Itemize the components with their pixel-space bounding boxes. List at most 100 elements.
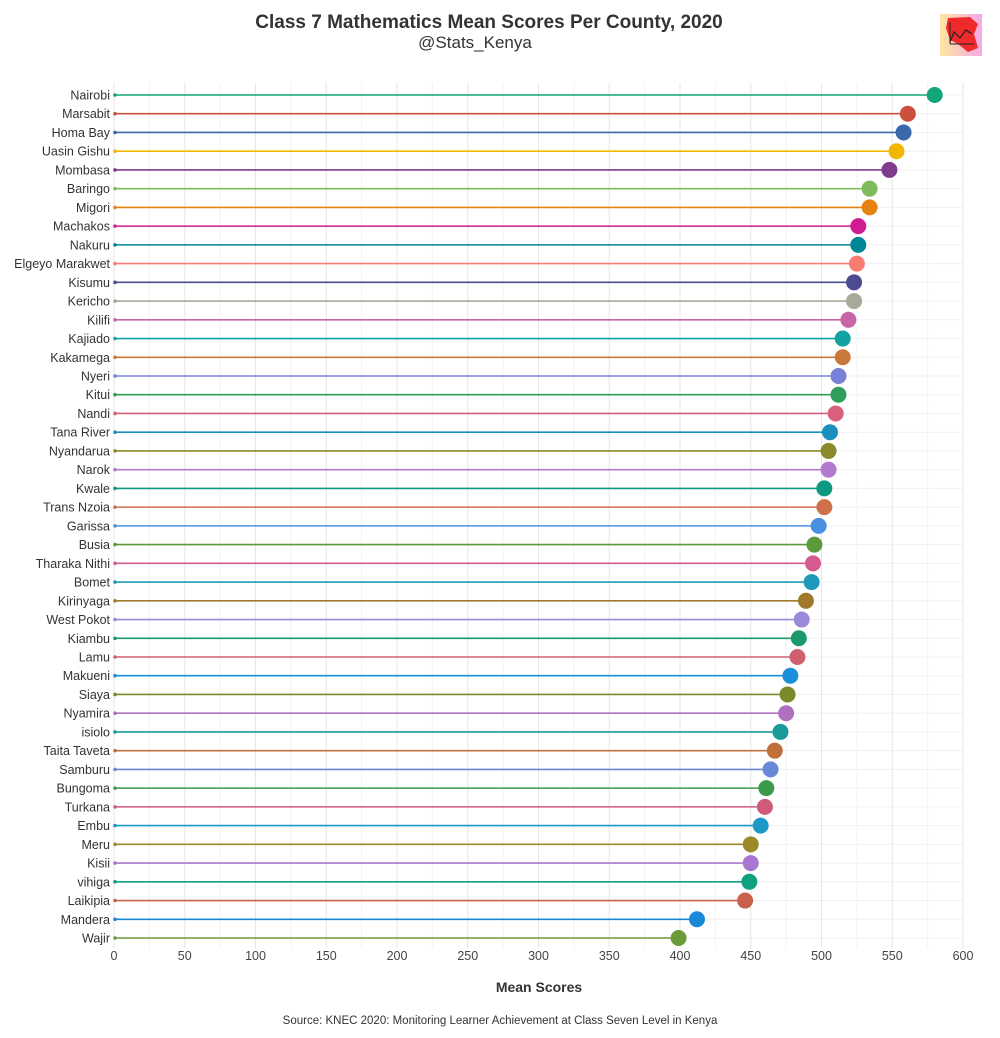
- lollipop-point: [846, 274, 863, 291]
- lollipop-base: [113, 580, 117, 584]
- x-tick-label: 300: [528, 949, 549, 963]
- lollipop-point: [782, 667, 799, 684]
- y-tick-label: Uasin Gishu: [42, 145, 110, 159]
- lollipop-base: [113, 111, 117, 116]
- lollipop-point: [797, 592, 814, 609]
- y-tick-label: Tana River: [50, 426, 110, 440]
- lollipop-point: [737, 892, 754, 909]
- lollipop-point: [926, 87, 943, 103]
- lollipop-point: [805, 555, 822, 572]
- lollipop-point: [752, 817, 769, 834]
- lollipop-base: [113, 599, 117, 603]
- lollipop-base: [113, 392, 117, 397]
- lollipop-base: [113, 186, 117, 191]
- y-tick-label: Kisumu: [68, 276, 110, 290]
- lollipop-base: [113, 842, 117, 847]
- lollipop-base: [113, 467, 117, 472]
- lollipop-point: [861, 180, 878, 197]
- y-tick-label: Turkana: [65, 800, 110, 814]
- lollipop-base: [113, 411, 117, 416]
- y-tick-label: Nakuru: [70, 238, 110, 252]
- lollipop-base: [113, 243, 117, 247]
- lollipop-point: [803, 574, 820, 591]
- y-tick-label: Embu: [77, 819, 110, 833]
- lollipop-base: [113, 374, 117, 378]
- y-tick-label: Narok: [77, 463, 111, 477]
- y-tick-label: Taita Taveta: [44, 744, 111, 758]
- y-tick-label: Samburu: [59, 763, 110, 777]
- lollipop-point: [790, 630, 807, 647]
- y-tick-label: Siaya: [79, 688, 110, 702]
- y-tick-label: Meru: [82, 838, 111, 852]
- lollipop-base: [113, 93, 117, 97]
- lollipop-point: [789, 649, 806, 665]
- x-tick-label: 50: [178, 949, 192, 963]
- x-tick-label: 0: [111, 949, 118, 963]
- lollipop-base: [113, 505, 117, 509]
- lollipop-base: [113, 130, 117, 135]
- lollipop-point: [895, 124, 912, 141]
- y-tick-label: Makueni: [63, 669, 110, 683]
- lollipop-base: [113, 748, 117, 753]
- y-tick-label: Busia: [79, 538, 110, 552]
- x-tick-label: 350: [599, 949, 620, 963]
- lollipop-base: [113, 655, 117, 659]
- lollipop-base: [113, 149, 117, 153]
- lollipop-point: [846, 293, 863, 310]
- y-tick-label: Trans Nzoia: [43, 501, 110, 515]
- lollipop-base: [113, 730, 117, 734]
- lollipop-point: [779, 686, 796, 703]
- lollipop-base: [113, 542, 117, 547]
- x-tick-label: 250: [457, 949, 478, 963]
- y-tick-label: Bomet: [74, 576, 111, 590]
- y-tick-label: Marsabit: [62, 107, 110, 121]
- lollipop-point: [899, 105, 916, 122]
- x-tick-label: 150: [316, 949, 337, 963]
- lollipop-base: [113, 936, 117, 940]
- lollipop-base: [113, 430, 117, 435]
- x-tick-label: 550: [882, 949, 903, 963]
- lollipop-point: [816, 480, 833, 497]
- y-tick-label: Nyandarua: [49, 444, 110, 458]
- y-tick-label: Bungoma: [56, 782, 110, 796]
- lollipop-point: [741, 873, 758, 890]
- y-tick-label: Kajiado: [68, 332, 110, 346]
- x-tick-label: 500: [811, 949, 832, 963]
- y-tick-label: Migori: [76, 201, 110, 215]
- lollipop-point: [766, 742, 783, 759]
- x-tick-label: 450: [740, 949, 761, 963]
- lollipop-point: [793, 611, 810, 628]
- lollipop-base: [113, 880, 117, 884]
- y-tick-label: Kitui: [86, 388, 110, 402]
- y-tick-label: Kwale: [76, 482, 110, 496]
- lollipop-point: [742, 855, 759, 872]
- lollipop-point: [758, 780, 775, 797]
- y-tick-label: Lamu: [79, 651, 110, 665]
- y-tick-label: Kiambu: [68, 632, 110, 646]
- lollipop-base: [113, 636, 117, 641]
- lollipop-point: [756, 798, 773, 815]
- y-tick-label: Nyamira: [63, 707, 110, 721]
- lollipop-point: [772, 723, 789, 740]
- lollipop-base: [113, 205, 117, 210]
- lollipop-point: [742, 836, 759, 853]
- y-tick-label: isiolo: [82, 725, 111, 739]
- lollipop-point: [816, 499, 833, 516]
- lollipop-point: [778, 705, 795, 722]
- marks: Nairobi Marsabit Homa Bay Uasin Gishu Mombas…: [14, 87, 943, 946]
- lollipop-base: [113, 280, 117, 285]
- lollipop-base: [113, 898, 117, 903]
- lollipop-point: [840, 311, 857, 328]
- lollipop-base: [113, 261, 117, 266]
- lollipop-base: [113, 561, 117, 566]
- lollipop-point: [830, 386, 847, 403]
- lollipop-base: [113, 486, 117, 491]
- lollipop-point: [850, 218, 867, 235]
- y-tick-label: Laikipia: [68, 894, 110, 908]
- x-tick-label: 200: [387, 949, 408, 963]
- grid: [113, 83, 964, 948]
- lollipop-point: [688, 911, 705, 928]
- x-axis-label: Mean Scores: [496, 979, 583, 995]
- y-tick-label: Kilifi: [87, 313, 110, 327]
